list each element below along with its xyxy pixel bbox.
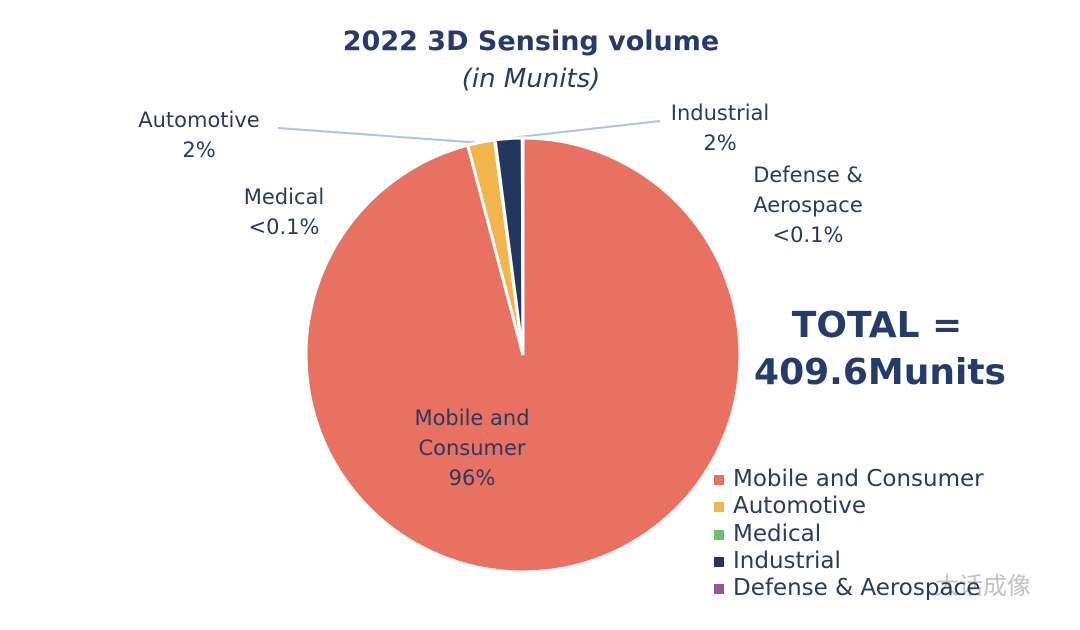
legend-marker <box>714 556 724 567</box>
legend-marker <box>714 584 724 595</box>
slice-value-label: <0.1% <box>248 215 320 239</box>
legend-label: Medical <box>733 520 822 547</box>
slice-label: Automotive 2% <box>99 105 299 165</box>
chart-title: 2022 3D Sensing volume <box>342 26 720 57</box>
legend-marker <box>714 529 724 540</box>
slice-label: Mobile and Consumer 96% <box>387 403 557 493</box>
slice-label: Defense & Aerospace <0.1% <box>733 160 883 250</box>
watermark: 大话成像 <box>935 572 1031 600</box>
legend-marker <box>714 502 724 513</box>
legend-label: Automotive <box>733 493 867 520</box>
legend-label: Industrial <box>733 547 841 574</box>
leader-line <box>509 120 661 139</box>
legend-label: Mobile and Consumer <box>733 466 984 492</box>
total-line: 409.6Munits <box>754 352 1006 393</box>
pie-slice <box>520 136 525 356</box>
slice-value-label: 2% <box>703 131 737 155</box>
leader-line <box>277 127 483 144</box>
legend-label: Defense & Aerospace <box>733 575 981 602</box>
slice-name: Defense & Aerospace <box>753 163 863 217</box>
slice-value-label: 96% <box>448 466 496 490</box>
legend-marker <box>714 475 724 485</box>
slice-name: Medical <box>243 185 325 209</box>
slice-label: Industrial 2% <box>620 98 820 158</box>
slice-value-label: <0.1% <box>772 223 844 247</box>
slice-name: Automotive <box>138 108 260 132</box>
chart-subtitle: (in Munits) <box>461 64 601 94</box>
slice-name: Industrial <box>670 101 770 125</box>
slice-value-label: 2% <box>182 138 216 162</box>
total-line: TOTAL = <box>791 305 963 346</box>
slice-name: Mobile and Consumer <box>414 406 530 460</box>
slice-label: Medical <0.1% <box>184 182 384 242</box>
